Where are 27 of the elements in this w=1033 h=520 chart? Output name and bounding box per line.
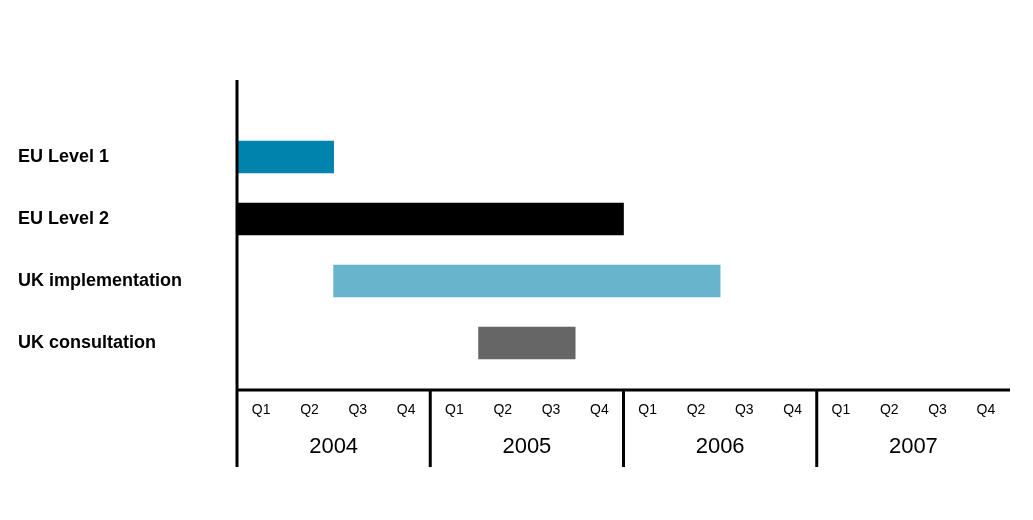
y-tick-label: UK consultation xyxy=(18,331,156,352)
bar xyxy=(333,264,721,298)
text: Q1 xyxy=(831,400,851,417)
text: Q3 xyxy=(348,400,368,417)
x-tick-label: 2005 xyxy=(502,433,552,459)
text: Q3 xyxy=(928,400,948,417)
y-tick-label: EU Level 1 xyxy=(18,145,110,166)
text: Q3 xyxy=(734,400,754,417)
text: Q2 xyxy=(686,400,706,417)
text: Q2 xyxy=(300,400,320,417)
text: Q1 xyxy=(251,400,271,417)
text: Q1 xyxy=(638,400,658,417)
text: Q4 xyxy=(396,400,416,417)
text: Q1 xyxy=(445,400,464,417)
text: Q4 xyxy=(976,400,996,417)
bar xyxy=(478,326,576,360)
bar xyxy=(237,140,334,174)
x-tick-label: 2004 xyxy=(309,433,359,459)
x-tick-label: 2007 xyxy=(888,433,938,459)
x-tick-label: 2006 xyxy=(695,433,745,459)
text: Q2 xyxy=(493,400,513,417)
text: Q4 xyxy=(590,400,609,417)
y-tick-label: UK implementation xyxy=(18,269,183,290)
text: Q2 xyxy=(879,400,899,417)
y-tick-label: EU Level 2 xyxy=(18,207,110,228)
text: Q3 xyxy=(541,400,561,417)
text: Q4 xyxy=(783,400,803,417)
